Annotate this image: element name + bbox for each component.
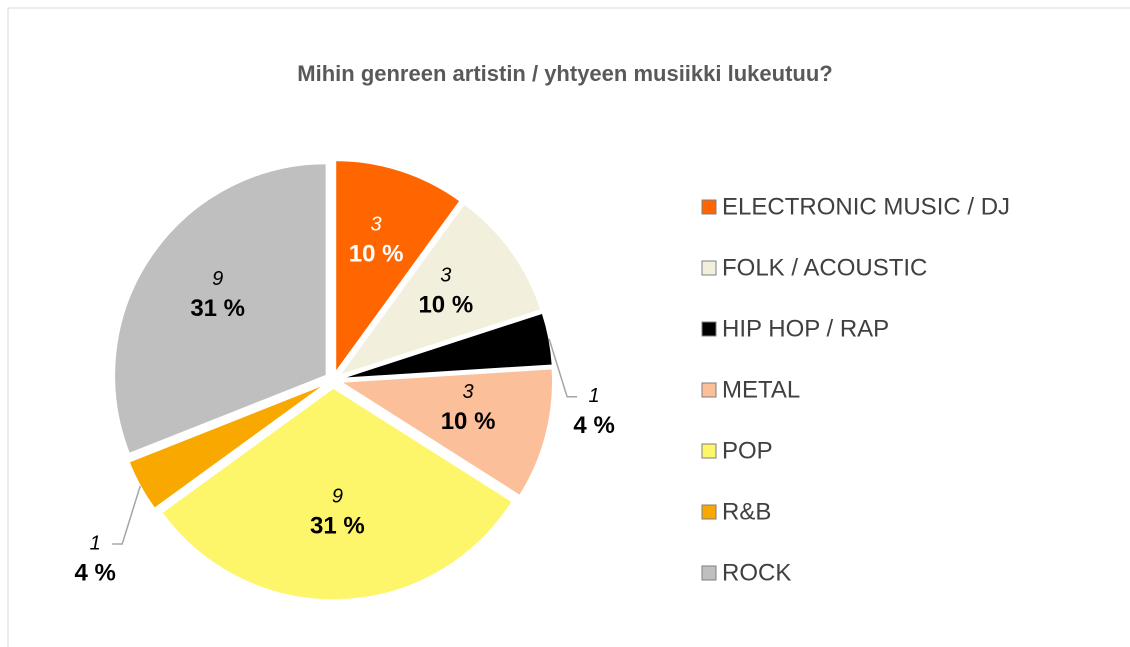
pie-slice [160, 387, 514, 601]
data-label: 4 % [75, 559, 116, 586]
legend-swatch [701, 321, 717, 337]
legend-label: POP [722, 437, 773, 464]
pie-slice [127, 383, 327, 510]
legend-label: ROCK [722, 559, 791, 586]
pie-slice [113, 162, 328, 455]
leader-line [112, 485, 141, 545]
legend-label: R&B [722, 498, 771, 525]
pie-slice [334, 159, 462, 375]
chart-title: Mihin genreen artistin / yhtyeen musiikk… [297, 61, 832, 86]
pie-slice [338, 367, 554, 497]
legend-label: HIP HOP / RAP [722, 315, 889, 342]
legend-label: FOLK / ACOUSTIC [722, 254, 927, 281]
data-label: 4 % [573, 412, 614, 439]
pie-slice [337, 202, 543, 377]
legend-swatch [701, 443, 717, 459]
legend-swatch [701, 382, 717, 398]
count-label: 1 [90, 532, 101, 554]
pie-slice [340, 312, 554, 380]
leader-line [548, 338, 578, 398]
legend-swatch [701, 504, 717, 520]
data-label: 10 % [418, 291, 473, 318]
legend-label: METAL [722, 376, 800, 403]
data-label: 10 % [441, 408, 496, 435]
count-label: 3 [440, 264, 451, 286]
count-label: 3 [462, 381, 473, 403]
data-label: 31 % [190, 295, 245, 322]
count-label: 9 [212, 268, 223, 290]
legend-swatch [701, 199, 717, 215]
count-label: 3 [371, 214, 382, 236]
legend-swatch [701, 565, 717, 581]
count-label: 1 [589, 385, 600, 407]
data-label: 10 % [349, 241, 404, 268]
count-label: 9 [332, 486, 343, 508]
legend-swatch [701, 260, 717, 276]
legend-label: ELECTRONIC MUSIC / DJ [722, 193, 1010, 220]
data-label: 31 % [310, 513, 365, 540]
